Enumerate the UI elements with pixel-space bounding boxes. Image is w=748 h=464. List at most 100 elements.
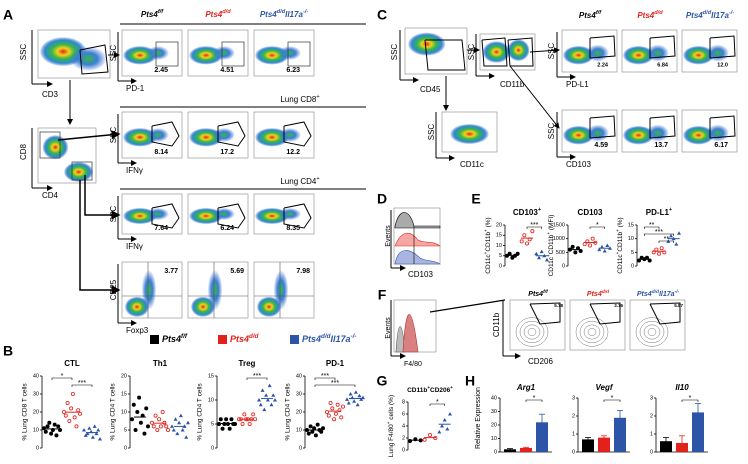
data-point [530,229,535,234]
data-point [669,233,673,238]
axis-label: Foxp3 [126,326,149,335]
data-point [657,251,662,256]
y-tick-label: 1 [650,431,653,437]
text-part: Il17a [659,291,675,298]
data-point [597,247,602,252]
text-part: CD11b [548,234,555,254]
bar [598,437,610,452]
contour [635,317,669,347]
density-cloud [279,46,301,60]
y-tick-label: 5 [499,253,502,259]
data-point [135,409,140,414]
gate [71,161,93,181]
chart-title: PD-L1+ [646,207,673,217]
text-part: Pts4 [205,10,222,19]
genotype-label: Pts4d/d [587,289,610,298]
gate [287,41,311,67]
text-part: Pts4 [141,10,158,19]
data-point [94,431,99,436]
significance-bracket [246,377,268,380]
data-point [129,417,134,422]
data-point [218,417,223,422]
data-point [600,244,604,249]
data-point [332,417,337,422]
data-point [242,412,247,417]
contour [515,317,549,347]
data-point [590,236,595,241]
significance-bracket [589,226,605,229]
arrow [509,65,560,129]
gate [481,37,508,67]
text-part: (MFI) [548,215,555,232]
superscript: -/- [303,9,308,15]
y-axis-label: CD11c+CD11b+ (%) [483,217,492,273]
data-point [257,398,261,402]
arrow [429,299,506,313]
axis-label: CD103 [408,270,433,279]
text-part: CD11c [617,254,624,274]
text-part: Pts4 [230,334,249,344]
data-point [74,424,79,429]
data-point [352,399,357,403]
superscript: + [483,251,488,254]
y-tick-label: 15 [121,391,127,397]
data-point [355,402,360,407]
axis-label: CD4 [42,191,59,200]
histogram [402,314,419,353]
gate [151,121,180,147]
data-point [328,400,333,405]
text-part: CD11b [617,232,624,252]
y-tick-label: 1 [572,431,575,437]
y-tick-label: 30 [296,391,302,397]
data-point [313,433,318,438]
contour [523,324,541,340]
data-point [515,251,520,256]
density-cloud [213,128,235,142]
histogram [394,212,441,229]
gate [217,121,246,147]
density-cloud [482,41,511,63]
data-point [63,413,68,418]
y-axis-label: % Lung CD4 T cells [110,383,117,441]
y-tick-label: 2 [402,435,405,441]
data-point [588,243,593,248]
data-point [348,392,353,396]
axis-label: CD103 [566,160,591,169]
axis-label: SSC [109,206,118,223]
data-point [69,406,74,411]
chart-title: CTL [64,359,80,368]
genotype-label: Pts4d/dIl17a-/- [260,9,309,19]
y-tick-label: 20 [491,422,497,428]
chart-title: CD11b+CD206+ [407,385,453,394]
chart-title: Il10 [675,383,689,392]
data-point [258,402,263,407]
gate-percent: 13.7 [654,142,668,149]
data-point [659,246,664,251]
arrow [79,180,121,295]
data-point [422,437,427,442]
data-point [67,418,72,423]
data-point [180,428,185,432]
gate-percent: 2.45 [154,67,168,74]
data-point [537,255,541,260]
gate [589,35,616,59]
genotype-label: Pts4f/f [141,9,164,19]
y-axis-label: Relative Expression [475,387,482,449]
y-tick-label: 1500 [553,222,565,228]
arrow [57,130,121,141]
data-point [534,251,539,256]
gate [589,302,621,325]
axis-label: SSC [390,44,399,61]
superscript: d/d [277,9,286,15]
gate [709,115,736,139]
significance: *** [78,380,86,387]
axis-label: CD45 [420,85,441,94]
panel-letter: G [377,373,388,389]
significance: *** [655,229,663,236]
y-tick-label: 10 [491,436,497,442]
significance-bracket [314,384,356,387]
chart-title: Th1 [153,359,168,368]
significance: * [689,395,692,402]
data-point [157,417,162,422]
data-point [171,428,176,432]
